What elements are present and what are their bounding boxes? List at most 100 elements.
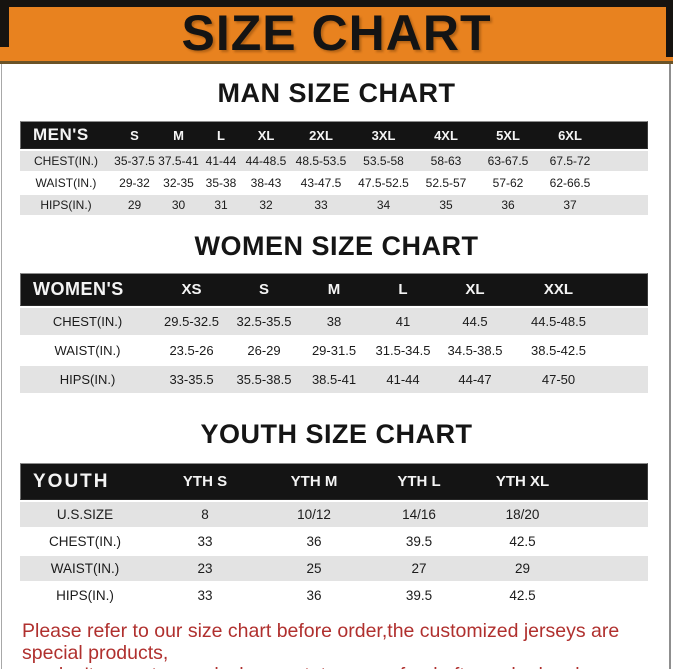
value-cell: 47-50	[512, 364, 605, 393]
size-header-cell: S	[112, 121, 157, 149]
value-cell: 42.5	[470, 581, 575, 608]
value-cell: 41-44	[368, 364, 438, 393]
value-cell: 27	[368, 554, 470, 581]
value-cell: 8	[150, 500, 260, 527]
value-cell: 29.5-32.5	[155, 306, 228, 335]
value-cell: 35	[415, 193, 477, 215]
row-label-cell: HIPS(IN.)	[20, 581, 150, 608]
value-cell: 29-32	[112, 171, 157, 193]
value-cell: 57-62	[477, 171, 539, 193]
table-row: CHEST(IN.) 29.5-32.5 32.5-35.5 38 41 44.5 44.5…	[20, 306, 648, 335]
table-row: CHEST(IN.) 33 36 39.5 42.5	[20, 527, 648, 554]
size-header-cell: XXL	[512, 273, 605, 306]
value-cell: 58-63	[415, 149, 477, 171]
banner-corner-right	[666, 7, 673, 57]
header-filler-cell	[605, 273, 648, 306]
value-cell: 48.5-53.5	[290, 149, 352, 171]
table-title-cell: YOUTH	[20, 463, 150, 500]
row-filler-cell	[575, 527, 648, 554]
value-cell: 29-31.5	[300, 335, 368, 364]
table-row: U.S.SIZE 8 10/12 14/16 18/20	[20, 500, 648, 527]
men-section-heading: MAN SIZE CHART	[217, 78, 456, 108]
row-label-cell: WAIST(IN.)	[20, 171, 112, 193]
row-filler-cell	[601, 171, 648, 193]
value-cell: 44.5	[438, 306, 512, 335]
value-cell: 29	[112, 193, 157, 215]
size-header-cell: S	[228, 273, 300, 306]
value-cell: 29	[470, 554, 575, 581]
size-header-cell: 3XL	[352, 121, 415, 149]
value-cell: 36	[260, 527, 368, 554]
value-cell: 62-66.5	[539, 171, 601, 193]
row-filler-cell	[605, 364, 648, 393]
value-cell: 36	[477, 193, 539, 215]
table-header-row: YOUTH YTH S YTH M YTH L YTH XL	[20, 463, 648, 500]
header-filler-cell	[601, 121, 648, 149]
women-table: WOMEN'S XS S M L XL XXL CHEST(IN.) 29.5-32.5 32.5…	[20, 273, 648, 393]
page-border-right	[669, 64, 671, 669]
value-cell: 52.5-57	[415, 171, 477, 193]
value-cell: 35-37.5	[112, 149, 157, 171]
section-men: MAN SIZE CHART MEN'S S M L XL 2XL 3XL 4XL 5XL 6XL…	[0, 78, 673, 215]
size-header-cell: 6XL	[539, 121, 601, 149]
value-cell: 39.5	[368, 581, 470, 608]
value-cell: 26-29	[228, 335, 300, 364]
row-label-cell: HIPS(IN.)	[20, 364, 155, 393]
row-label-cell: U.S.SIZE	[20, 500, 150, 527]
row-filler-cell	[605, 306, 648, 335]
section-women: WOMEN SIZE CHART WOMEN'S XS S M L XL XXL CHEST(…	[0, 231, 673, 393]
value-cell: 43-47.5	[290, 171, 352, 193]
value-cell: 37.5-41	[157, 149, 200, 171]
youth-size-table: YOUTH YTH S YTH M YTH L YTH XL U.S.SIZE 8 10/12…	[20, 463, 648, 608]
section-youth: YOUTH SIZE CHART YOUTH YTH S YTH M YTH L YTH…	[0, 419, 673, 608]
women-size-table: WOMEN'S XS S M L XL XXL CHEST(IN.) 29.5-32.5 32.5…	[20, 273, 648, 393]
value-cell: 36	[260, 581, 368, 608]
value-cell: 32	[242, 193, 290, 215]
size-header-cell: L	[200, 121, 242, 149]
size-header-cell: YTH XL	[470, 463, 575, 500]
value-cell: 33-35.5	[155, 364, 228, 393]
youth-section-heading: YOUTH SIZE CHART	[200, 419, 473, 449]
value-cell: 23	[150, 554, 260, 581]
row-label-cell: WAIST(IN.)	[20, 335, 155, 364]
row-filler-cell	[575, 554, 648, 581]
size-header-cell: M	[300, 273, 368, 306]
row-filler-cell	[605, 335, 648, 364]
value-cell: 47.5-52.5	[352, 171, 415, 193]
value-cell: 38.5-42.5	[512, 335, 605, 364]
value-cell: 67.5-72	[539, 149, 601, 171]
value-cell: 33	[290, 193, 352, 215]
value-cell: 32.5-35.5	[228, 306, 300, 335]
table-row: WAIST(IN.) 23 25 27 29	[20, 554, 648, 581]
value-cell: 25	[260, 554, 368, 581]
table-row: HIPS(IN.) 33-35.5 35.5-38.5 38.5-41 41-44 44-…	[20, 364, 648, 393]
women-section-heading: WOMEN SIZE CHART	[194, 231, 479, 261]
page-title: SIZE CHART	[181, 4, 492, 61]
row-filler-cell	[601, 149, 648, 171]
value-cell: 31	[200, 193, 242, 215]
value-cell: 34.5-38.5	[438, 335, 512, 364]
size-header-cell: YTH S	[150, 463, 260, 500]
value-cell: 44.5-48.5	[512, 306, 605, 335]
table-title-cell: MEN'S	[20, 121, 112, 149]
value-cell: 42.5	[470, 527, 575, 554]
value-cell: 35-38	[200, 171, 242, 193]
value-cell: 38-43	[242, 171, 290, 193]
size-header-cell: 2XL	[290, 121, 352, 149]
value-cell: 33	[150, 581, 260, 608]
size-header-cell: M	[157, 121, 200, 149]
value-cell: 44-47	[438, 364, 512, 393]
size-header-cell: XS	[155, 273, 228, 306]
footer-note: Please refer to our size chart before or…	[22, 620, 673, 669]
banner-corner-left	[0, 7, 9, 47]
header-filler-cell	[575, 463, 648, 500]
size-header-cell: XL	[438, 273, 512, 306]
row-filler-cell	[601, 193, 648, 215]
row-label-cell: WAIST(IN.)	[20, 554, 150, 581]
value-cell: 23.5-26	[155, 335, 228, 364]
row-filler-cell	[575, 581, 648, 608]
value-cell: 33	[150, 527, 260, 554]
youth-table: YOUTH YTH S YTH M YTH L YTH XL U.S.SIZE 8 10/12…	[20, 463, 648, 608]
value-cell: 10/12	[260, 500, 368, 527]
